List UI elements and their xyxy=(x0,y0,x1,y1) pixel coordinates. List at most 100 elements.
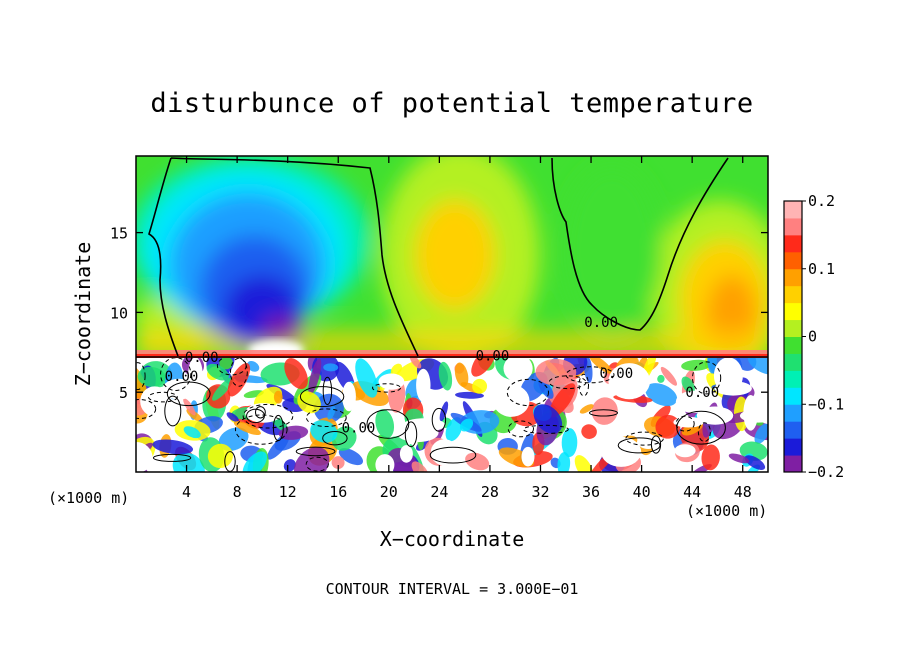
plot-frame xyxy=(135,155,769,473)
turbulence-void xyxy=(430,439,459,466)
turbulence-contour xyxy=(234,414,288,445)
colorbar-swatch xyxy=(784,438,802,456)
turbulence-void xyxy=(521,446,535,467)
turbulence-contour xyxy=(431,407,447,432)
turbulence-patch xyxy=(219,358,233,370)
turbulence-contour xyxy=(152,453,192,462)
x-tick-label: 48 xyxy=(734,483,752,501)
turbulence-contour xyxy=(429,446,477,464)
turbulence-void xyxy=(713,358,743,394)
x-unit-right: (×1000 m) xyxy=(686,502,767,520)
turbulence-contour xyxy=(246,408,265,424)
turbulence-contour xyxy=(305,408,347,428)
turbulence-patch xyxy=(574,455,594,472)
turbulence-patch xyxy=(327,406,336,420)
turbulence-patch xyxy=(736,358,757,371)
turbulence-patch xyxy=(533,404,563,434)
turbulence-patch xyxy=(226,412,239,422)
turbulence-patch xyxy=(754,423,768,444)
turbulence-contour xyxy=(295,446,336,457)
x-tick-label: 4 xyxy=(182,483,191,501)
turbulence-contour xyxy=(565,366,615,384)
contour-label: 0.00 xyxy=(165,369,199,385)
contour-label: 0.00 xyxy=(476,348,510,364)
colorbar-swatch xyxy=(784,336,802,354)
turbulence-patch xyxy=(744,455,766,470)
colorbar-swatch xyxy=(784,234,802,253)
turbulence-contour xyxy=(578,373,589,397)
turbulence-patch xyxy=(445,417,463,442)
contour-label: 0.00 xyxy=(342,420,376,436)
turbulence-void xyxy=(416,368,431,402)
turbulence-patch xyxy=(454,362,469,388)
turbulence-patch xyxy=(297,391,321,414)
turbulence-patch xyxy=(538,379,554,399)
colorbar-swatch xyxy=(784,302,802,321)
turbulence-void xyxy=(675,390,712,413)
turbulence-patch xyxy=(242,451,267,472)
turbulence-contour xyxy=(506,378,550,407)
turbulence-patch xyxy=(390,363,403,376)
turbulence-patch xyxy=(535,358,577,386)
colorbar-tick-label: 0.1 xyxy=(808,260,835,278)
turbulence-patch xyxy=(278,425,309,440)
x-tick-label: 24 xyxy=(430,483,448,501)
colorbar-tick-label: 0.2 xyxy=(808,192,835,210)
turbulence-patch xyxy=(438,361,453,391)
turbulence-void xyxy=(399,445,413,463)
turbulence-patch xyxy=(308,358,322,395)
colorbar-tick-label: 0 xyxy=(808,328,817,346)
turbulence-contour xyxy=(366,409,410,439)
turbulence-contour xyxy=(523,424,569,434)
turbulence-patch xyxy=(227,362,251,397)
turbulence-contour xyxy=(322,376,333,405)
lower-layer-field xyxy=(136,358,768,472)
turbulence-patch xyxy=(310,420,338,443)
colorbar-swatch xyxy=(784,387,802,405)
turbulence-patch xyxy=(212,377,234,401)
turbulence-contour xyxy=(255,406,266,419)
turbulence-patch xyxy=(581,424,597,439)
x-tick-label: 16 xyxy=(329,483,347,501)
turbulence-patch xyxy=(579,404,594,414)
turbulence-void xyxy=(696,406,734,425)
turbulence-contour xyxy=(404,421,418,448)
contour-labels: 0.00 0.00 0.00 0.00 0.00 0.00 0.00 xyxy=(165,315,719,436)
turbulence-patch xyxy=(233,421,261,436)
turbulence-void xyxy=(601,436,642,467)
turbulence-contour xyxy=(160,358,192,391)
x-tick-label: 36 xyxy=(582,483,600,501)
colorbar-tick-label: −0.2 xyxy=(808,463,844,481)
contour-label: 0.00 xyxy=(185,350,219,366)
turbulence-contour xyxy=(692,361,722,395)
turbulence-patch xyxy=(283,459,296,472)
x-axis-label: X−coordinate xyxy=(380,527,525,551)
turbulence-patch xyxy=(589,358,613,374)
y-tick-label: 5 xyxy=(119,384,128,402)
turbulence-void xyxy=(674,444,696,458)
colorbar-tick-label: −0.1 xyxy=(808,395,844,413)
turbulence-patch xyxy=(338,448,364,466)
turbulence-void xyxy=(342,381,356,412)
turbulence-patch xyxy=(472,378,488,394)
turbulence-contour xyxy=(676,410,726,445)
turbulence-contour xyxy=(242,403,294,429)
turbulence-void xyxy=(739,409,768,423)
upper-layer-field xyxy=(136,156,768,358)
turbulence-patch xyxy=(660,366,678,386)
turbulence-patch xyxy=(471,358,496,377)
turbulence-patch xyxy=(591,397,618,425)
turbulence-contour xyxy=(589,409,618,417)
y-tick-label: 10 xyxy=(110,304,128,322)
turbulence-patch xyxy=(183,426,201,439)
turbulence-patch xyxy=(681,359,712,371)
x-tick-label: 44 xyxy=(683,483,701,501)
turbulence-contour xyxy=(136,362,146,391)
turbulence-patch xyxy=(701,444,720,471)
x-tick-label: 40 xyxy=(633,483,651,501)
turbulence-patch xyxy=(183,398,196,416)
plot-area: 0.00 0.00 0.00 0.00 0.00 0.00 0.00 xyxy=(136,156,768,472)
turbulence-void xyxy=(375,454,395,472)
x-unit-left: (×1000 m) xyxy=(48,489,129,507)
turbulence-contour xyxy=(164,395,182,427)
